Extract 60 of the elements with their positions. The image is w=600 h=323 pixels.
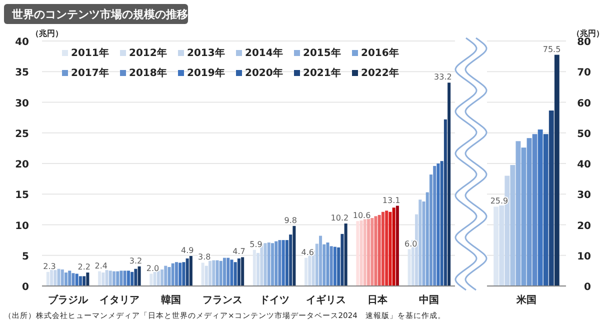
chart-title: 世界のコンテンツ市場の規模の推移 [11,8,188,21]
y2-tick-label: 0 [584,282,592,293]
legend-label: 2014年 [245,47,283,59]
data-label: 2.2 [78,262,90,272]
x-tick-label: 日本 [368,294,389,306]
data-label: 2.0 [146,264,160,273]
y2-tick-label: 60 [577,98,592,110]
legend-label: 2015年 [303,47,341,59]
data-label: 4.9 [181,246,194,255]
y-tick-label: 25 [15,128,30,140]
legend-label: 2012年 [129,47,167,59]
y2-axis-title: （兆円） [572,29,600,38]
data-label: 2.3 [43,262,56,271]
data-label: 6.0 [404,239,418,248]
y-tick-label: 35 [15,68,30,79]
legend-label: 2016年 [361,47,399,59]
legend-label: 2020年 [245,67,283,79]
legend-label: 2022年 [361,67,399,79]
legend-label: 2011年 [71,47,109,59]
y-tick-label: 30 [15,98,30,110]
data-label: 10.2 [330,214,349,223]
legend-label: 2019年 [187,67,225,79]
y-axis-title: （兆円） [31,29,63,38]
y-tick-label: 15 [15,190,30,202]
x-tick-label: 中国 [419,294,440,306]
y-tick-label: 0 [22,282,30,293]
data-label: 10.6 [352,211,371,220]
data-label: 9.8 [284,216,297,225]
x-tick-label: イタリア [99,295,140,306]
x-tick-label: 米国 [516,294,536,306]
x-tick-label: イギリス [306,294,346,306]
data-label: 75.5 [542,44,561,54]
y2-tick-label: 50 [577,128,592,140]
data-label: 3.2 [129,256,142,266]
y2-tick-label: 10 [577,251,592,262]
x-tick-label: ドイツ [259,295,290,306]
legend-label: 2017年 [71,67,109,79]
y2-tick-label: 70 [577,68,592,79]
y-tick-label: 5 [22,251,30,262]
legend-label: 2021年 [303,67,341,79]
y2-tick-label: 40 [577,160,592,170]
y-tick-label: 40 [15,37,30,48]
data-label: 3.8 [198,252,211,262]
y-tick-label: 20 [15,160,30,170]
data-label: 2.4 [94,261,108,270]
data-label: 4.6 [301,248,314,257]
data-label: 13.1 [382,196,400,205]
y2-tick-label: 20 [577,220,592,232]
y-tick-label: 10 [15,220,30,232]
y2-tick-label: 80 [577,37,592,48]
legend-label: 2013年 [187,47,225,59]
data-label: 5.9 [250,240,262,249]
x-tick-label: ブラジル [48,294,89,306]
x-tick-label: 韓国 [161,294,182,306]
data-label: 4.7 [232,247,246,256]
legend-label: 2018年 [129,67,167,79]
data-label: 25.9 [490,196,508,206]
data-label: 33.2 [434,72,452,82]
y2-tick-label: 30 [577,190,592,202]
x-tick-label: フランス [202,295,243,306]
